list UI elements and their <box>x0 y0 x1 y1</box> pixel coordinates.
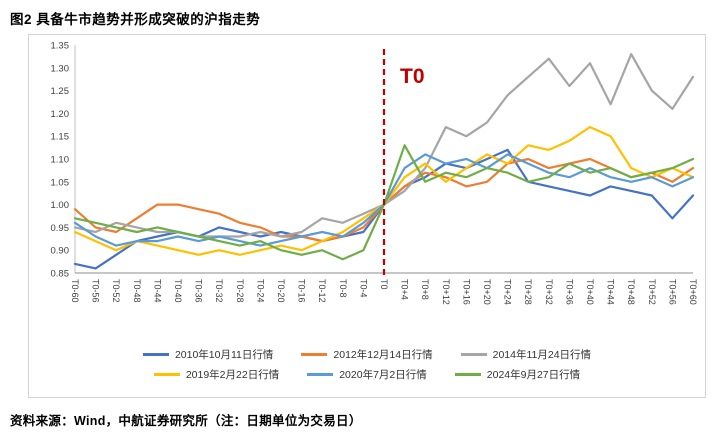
legend-row: 2019年2月22日行情 2020年7月2日行情 2024年9月27日行情 <box>29 367 705 382</box>
x-axis-label: T0-8 <box>338 279 348 298</box>
y-axis-label: 1.15 <box>51 132 70 143</box>
y-axis-label: 1.10 <box>51 155 70 166</box>
x-axis-label: T0-52 <box>111 279 121 303</box>
x-axis-label: T0+56 <box>667 279 677 305</box>
x-axis-label: T0-32 <box>214 279 224 303</box>
y-axis-label: 1.35 <box>51 41 70 52</box>
legend-label: 2010年10月11日行情 <box>174 349 274 361</box>
x-axis-label: T0+48 <box>626 279 636 305</box>
x-axis-label: T0-40 <box>173 279 183 303</box>
x-axis-label: T0+24 <box>503 279 513 305</box>
x-axis-label: T0+32 <box>544 279 554 305</box>
y-axis-label: 1.20 <box>51 109 70 120</box>
x-axis-label: T0-28 <box>235 279 245 303</box>
source-note: 资料来源：Wind，中航证券研究所（注：日期单位为交易日） <box>10 414 362 428</box>
legend-row: 2010年10月11日行情 2012年12月14日行情 2014年11月24日行情 <box>29 347 705 362</box>
x-axis-label: T0-12 <box>317 279 327 303</box>
y-axis-label: 1.05 <box>51 177 70 188</box>
x-axis-label: T0+44 <box>606 279 616 305</box>
line-chart: 0.85 0.90 0.95 1.00 1.05 1.10 1.15 1.20 1.25 1.30… <box>51 41 699 305</box>
legend-item: 2019年2月22日行情 <box>153 367 280 382</box>
t0-annotation: T0 <box>400 65 425 88</box>
legend-label: 2019年2月22日行情 <box>185 369 280 381</box>
y-axis-label: 0.85 <box>51 269 70 280</box>
y-axis-label: 1.00 <box>51 200 70 211</box>
legend-swatch <box>301 353 328 356</box>
x-axis-label: T0-4 <box>358 279 368 298</box>
figure-title: 图2 具备牛市趋势并形成突破的沪指走势 <box>10 12 261 27</box>
legend-label: 2024年9月27日行情 <box>486 369 581 381</box>
x-axis-label: T0+16 <box>461 279 471 305</box>
legend-item: 2024年9月27日行情 <box>454 367 581 382</box>
legend-label: 2020年7月2日行情 <box>339 369 427 381</box>
y-axis-label: 0.90 <box>51 246 70 257</box>
x-axis-label: T0-36 <box>194 279 204 303</box>
x-axis-label: T0-44 <box>152 279 162 303</box>
x-axis-label: T0+40 <box>585 279 595 305</box>
legend-swatch <box>460 353 487 356</box>
chart-area: 0.85 0.90 0.95 1.00 1.05 1.10 1.15 1.20 1.25 1.30… <box>28 34 706 398</box>
x-axis-label: T0 <box>379 279 389 290</box>
legend-label: 2012年12月14日行情 <box>333 349 433 361</box>
x-axis-label: T0+4 <box>400 279 410 300</box>
x-axis-label: T0+36 <box>564 279 574 305</box>
y-axis-label: 1.25 <box>51 86 70 97</box>
legend-swatch <box>307 373 334 376</box>
x-axis-label: T0-60 <box>70 279 80 303</box>
x-axis-label: T0-48 <box>132 279 142 303</box>
x-axis-label: T0-16 <box>297 279 307 303</box>
y-axis-label: 0.95 <box>51 223 70 234</box>
x-axis-label: T0-20 <box>276 279 286 303</box>
x-axis-label: T0-24 <box>255 279 265 303</box>
x-axis-label: T0+8 <box>420 279 430 300</box>
legend-item: 2010年10月11日行情 <box>142 347 274 362</box>
x-axis-label: T0+60 <box>688 279 698 305</box>
x-axis-label: T0+28 <box>523 279 533 305</box>
legend-label: 2014年11月24日行情 <box>492 349 592 361</box>
x-axis-label: T0-56 <box>91 279 101 303</box>
y-axis-label: 1.30 <box>51 63 70 74</box>
legend-swatch <box>153 373 180 376</box>
x-axis-label: T0+52 <box>647 279 657 305</box>
legend-swatch <box>142 353 169 356</box>
legend-item: 2020年7月2日行情 <box>307 367 427 382</box>
legend-item: 2014年11月24日行情 <box>460 347 592 362</box>
x-axis-label: T0+20 <box>482 279 492 305</box>
x-axis-label: T0+12 <box>441 279 451 305</box>
chart-legend: 2010年10月11日行情 2012年12月14日行情 2014年11月24日行情 … <box>29 347 705 382</box>
legend-swatch <box>454 373 481 376</box>
legend-item: 2012年12月14日行情 <box>301 347 433 362</box>
